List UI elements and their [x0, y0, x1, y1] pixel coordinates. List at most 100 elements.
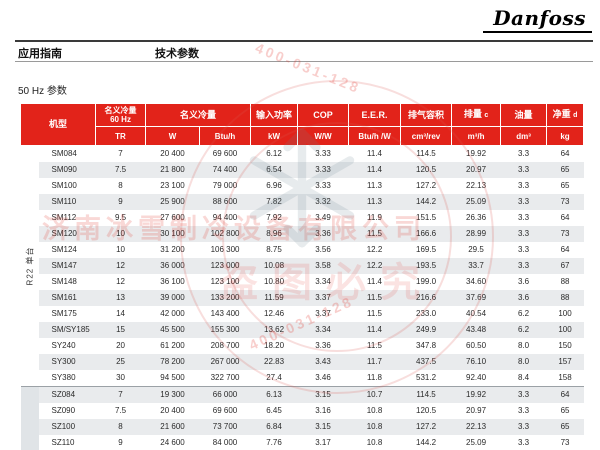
cell-model: SM147: [38, 258, 96, 274]
cell-power-kw: 18.20: [264, 341, 285, 350]
cell-power-kw: 10.80: [264, 277, 285, 286]
cell-cop: 3.56: [315, 245, 331, 254]
cell-power-kw: 7.76: [266, 438, 282, 447]
cell-capacity-btuh: 88 600: [199, 194, 251, 210]
table-row: SZ100 8 21 600 73 700 6.84 3.15 10.8 127.2 22.13…: [21, 419, 584, 435]
cell-capacity-w: 30 100: [145, 226, 200, 242]
header-row-1: 机型 名义冷量 60 Hz 名义冷量 输入功率 COP E.E.R. 排气容积 …: [19, 103, 585, 146]
cell-tr-60hz: 10: [95, 226, 146, 242]
cell-cop: 3.16: [315, 406, 331, 415]
cell-swept-volume: 120.5: [400, 162, 452, 178]
cell-net-weight: 88: [546, 290, 584, 306]
cell-eer: 11.4: [348, 322, 401, 338]
cell-power-kw: 6.96: [266, 181, 282, 190]
cell-displacement: 60.50: [466, 341, 487, 350]
cell-oil: 6.2: [517, 309, 530, 318]
cell-tr-60hz: 10: [116, 245, 125, 254]
cell-power-kw: 6.54: [250, 162, 298, 178]
cell-capacity-btuh: 322 700: [210, 373, 240, 382]
cell-capacity-btuh: 123 100: [210, 277, 240, 286]
cell-swept-volume: 114.5: [416, 149, 436, 158]
nominal-60hz-line1: 名义冷量: [104, 105, 137, 115]
cell-tr-60hz: 13: [95, 290, 146, 306]
cell-model: SZ100: [38, 419, 96, 435]
cell-tr-60hz: 7: [118, 149, 123, 158]
cell-capacity-btuh: 69 600: [212, 149, 238, 158]
cell-cop: 3.49: [315, 213, 331, 222]
cell-eer: 11.4: [348, 162, 401, 178]
cell-cop: 3.33: [315, 149, 331, 158]
table-row: SZ110 9 24 600 84 000 7.76 3.17 10.8 144.2 25.09…: [21, 435, 584, 450]
cell-tr-60hz: 12: [116, 277, 125, 286]
cell-oil: 3.3: [500, 226, 547, 242]
cell-net-weight: 64: [546, 386, 584, 403]
cell-oil: 3.3: [517, 406, 530, 415]
cell-displacement: 43.48: [451, 322, 501, 338]
cell-capacity-w: 36 000: [145, 258, 200, 274]
cell-displacement: 22.13: [466, 181, 487, 190]
cell-displacement: 19.92: [451, 386, 501, 403]
cell-cop: 3.37: [315, 309, 331, 318]
cell-capacity-w: 27 600: [160, 213, 185, 222]
cell-power-kw: 12.46: [264, 309, 285, 318]
net-weight-label: 净重: [552, 109, 571, 120]
cell-power-kw: 11.59: [250, 290, 298, 306]
cell-displacement: 25.09: [451, 194, 501, 210]
unit-kg: kg: [546, 126, 585, 146]
col-header-eer: E.E.R.: [348, 103, 402, 127]
cell-eer: 11.9: [367, 213, 383, 222]
cell-swept-volume: 216.6: [400, 290, 452, 306]
cell-tr-60hz: 9: [95, 194, 146, 210]
cell-oil: 3.3: [517, 213, 530, 222]
cell-displacement: 29.5: [468, 245, 484, 254]
cell-cop: 3.34: [315, 277, 331, 286]
cell-power-kw: 22.83: [250, 354, 298, 370]
cell-swept-volume: 144.2: [400, 194, 452, 210]
cell-tr-60hz: 14: [116, 309, 125, 318]
cell-model: SM124: [51, 245, 77, 254]
col-header-swept-volume: 排气容积: [400, 103, 453, 127]
cell-eer: 10.8: [348, 419, 401, 435]
cell-capacity-btuh: 73 700: [199, 419, 251, 435]
cell-capacity-btuh: 102 800: [199, 226, 251, 242]
cell-eer: 11.7: [348, 354, 401, 370]
unit-ww: W/W: [297, 126, 350, 146]
cell-model: SM120: [38, 226, 96, 242]
cell-swept-volume: 127.2: [416, 181, 437, 190]
cell-capacity-btuh: 84 000: [212, 438, 238, 447]
cell-tr-60hz: 30: [116, 373, 125, 382]
cell-capacity-w: 21 600: [145, 419, 200, 435]
header-divider-top: [15, 40, 593, 42]
cell-swept-volume: 114.5: [400, 386, 452, 403]
cell-capacity-w: 31 200: [160, 245, 185, 254]
cell-cop: 3.36: [315, 341, 331, 350]
cell-tr-60hz: 8: [95, 419, 146, 435]
cell-power-kw: 6.45: [266, 406, 282, 415]
table-row: SM148 12 36 100 123 100 10.80 3.34 11.4 199.0 34…: [21, 274, 584, 290]
unit-cm3rev: cm³/rev: [400, 126, 453, 146]
cell-swept-volume: 166.6: [400, 226, 452, 242]
cell-power-kw: 7.92: [266, 213, 282, 222]
cell-tr-60hz: 20: [116, 341, 125, 350]
unit-dm3: dm³: [500, 126, 548, 146]
cell-model: SM148: [51, 277, 77, 286]
cell-net-weight: 157: [546, 354, 584, 370]
cell-net-weight: 65: [546, 162, 584, 178]
header-divider-bottom: [15, 61, 593, 62]
danfoss-logo: Danfoss: [483, 6, 592, 33]
cell-cop: 3.58: [297, 258, 349, 274]
cell-swept-volume: 233.0: [416, 309, 437, 318]
nominal-60hz-line2: 60 Hz: [110, 115, 131, 124]
cell-net-weight: 65: [560, 406, 570, 415]
cell-capacity-w: 61 200: [160, 341, 185, 350]
cell-net-weight: 100: [546, 322, 584, 338]
table-row: SY240 20 61 200 208 700 18.20 3.36 11.5 347.8 60…: [21, 338, 584, 354]
cell-net-weight: 73: [546, 226, 584, 242]
cell-model: SM175: [51, 309, 77, 318]
table-row: SM100 8 23 100 79 000 6.96 3.33 11.3 127.2 22.13…: [21, 178, 584, 194]
table-row: SZ090 7.5 20 400 69 600 6.45 3.16 10.8 120.5 20.…: [21, 403, 584, 419]
cell-eer: 10.7: [348, 386, 401, 403]
cell-model: SZ090: [51, 406, 76, 415]
cell-swept-volume: 199.0: [416, 277, 437, 286]
cell-oil: 3.3: [517, 438, 530, 447]
